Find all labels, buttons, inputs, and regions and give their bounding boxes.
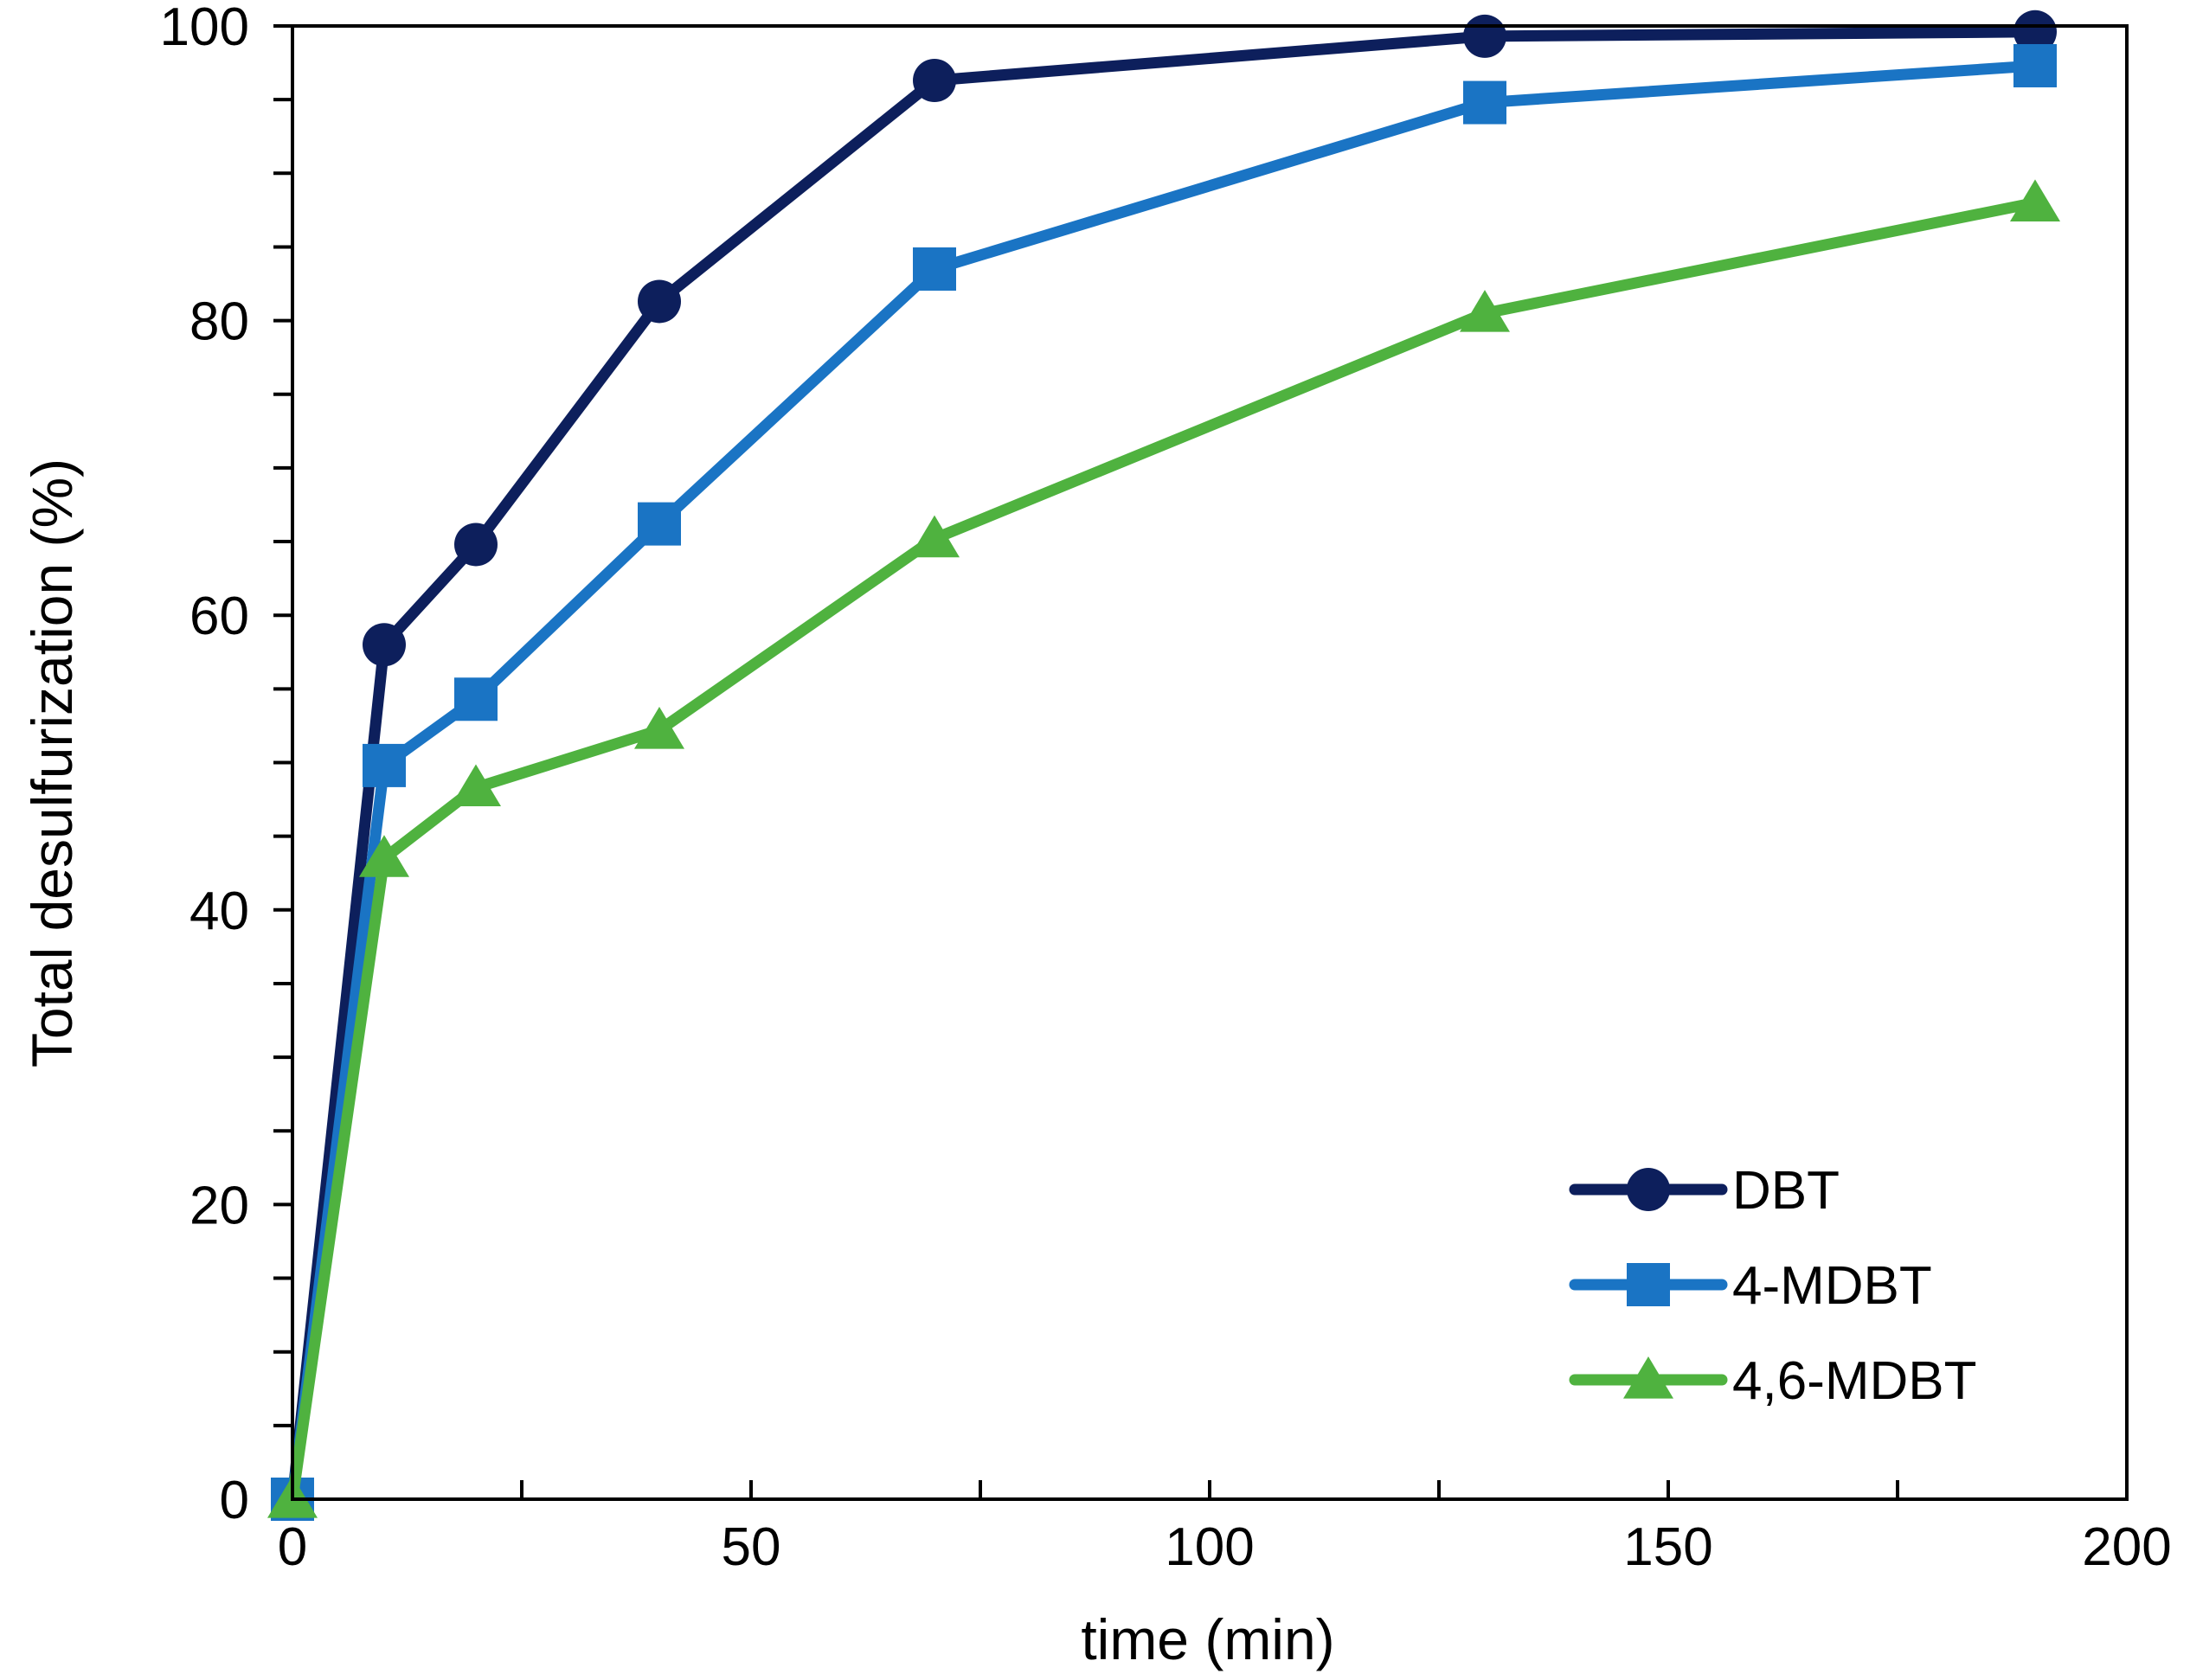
x-tick-label: 100 bbox=[1165, 1517, 1254, 1577]
data-point-triangle bbox=[909, 515, 960, 558]
legend-item: DBT bbox=[1569, 1161, 1840, 1221]
legend-label: 4-MDBT bbox=[1732, 1256, 1932, 1316]
data-point-circle bbox=[2013, 10, 2057, 54]
y-tick-label: 60 bbox=[189, 587, 249, 646]
axis-ticks bbox=[273, 24, 2129, 1501]
data-point-circle bbox=[454, 523, 498, 567]
series-1 bbox=[271, 10, 2057, 1521]
data-point-square bbox=[363, 743, 406, 787]
x-tick-label: 50 bbox=[722, 1517, 781, 1577]
data-point-circle bbox=[363, 623, 406, 667]
data-point-square bbox=[1463, 80, 1506, 125]
data-point-triangle bbox=[2010, 179, 2060, 221]
tick-labels: 0 50 100 150 200 0 20 40 60 80 100 bbox=[160, 0, 2172, 1577]
y-axis-title: Total desulfurization (%) bbox=[20, 458, 84, 1068]
data-point-square bbox=[913, 247, 956, 291]
data-point-square bbox=[638, 502, 681, 546]
data-point-circle bbox=[638, 279, 681, 324]
legend-marker-square bbox=[1627, 1263, 1670, 1306]
legend: DBT 4-MDBT 4,6-MDBT bbox=[1569, 1161, 1976, 1411]
legend-item: 4,6-MDBT bbox=[1569, 1351, 1976, 1411]
plot-area-frame bbox=[291, 24, 2129, 1501]
x-tick-label: 200 bbox=[2082, 1517, 2171, 1577]
legend-marker-circle bbox=[1627, 1168, 1670, 1211]
x-tick-label: 150 bbox=[1623, 1517, 1712, 1577]
data-point-square bbox=[454, 677, 498, 721]
series-group bbox=[267, 10, 2060, 1521]
x-axis-title: time (min) bbox=[1081, 1607, 1334, 1671]
series-3 bbox=[267, 179, 2060, 1518]
data-point-circle bbox=[913, 59, 956, 103]
data-point-triangle bbox=[451, 764, 501, 807]
legend-label: DBT bbox=[1732, 1161, 1840, 1221]
legend-item: 4-MDBT bbox=[1569, 1256, 1932, 1316]
data-point-square bbox=[2013, 43, 2057, 87]
legend-label: 4,6-MDBT bbox=[1732, 1351, 1976, 1411]
y-tick-label: 80 bbox=[189, 292, 249, 352]
data-point-circle bbox=[1463, 14, 1506, 58]
data-point-triangle bbox=[1460, 290, 1510, 332]
y-tick-label: 40 bbox=[189, 882, 249, 941]
y-tick-label: 0 bbox=[220, 1471, 249, 1530]
x-tick-label: 0 bbox=[278, 1517, 307, 1577]
data-point-triangle bbox=[359, 835, 409, 877]
data-point-triangle bbox=[634, 707, 684, 749]
legend-marker-triangle bbox=[1623, 1356, 1673, 1399]
y-tick-label: 100 bbox=[160, 0, 249, 57]
y-tick-label: 20 bbox=[189, 1176, 249, 1235]
